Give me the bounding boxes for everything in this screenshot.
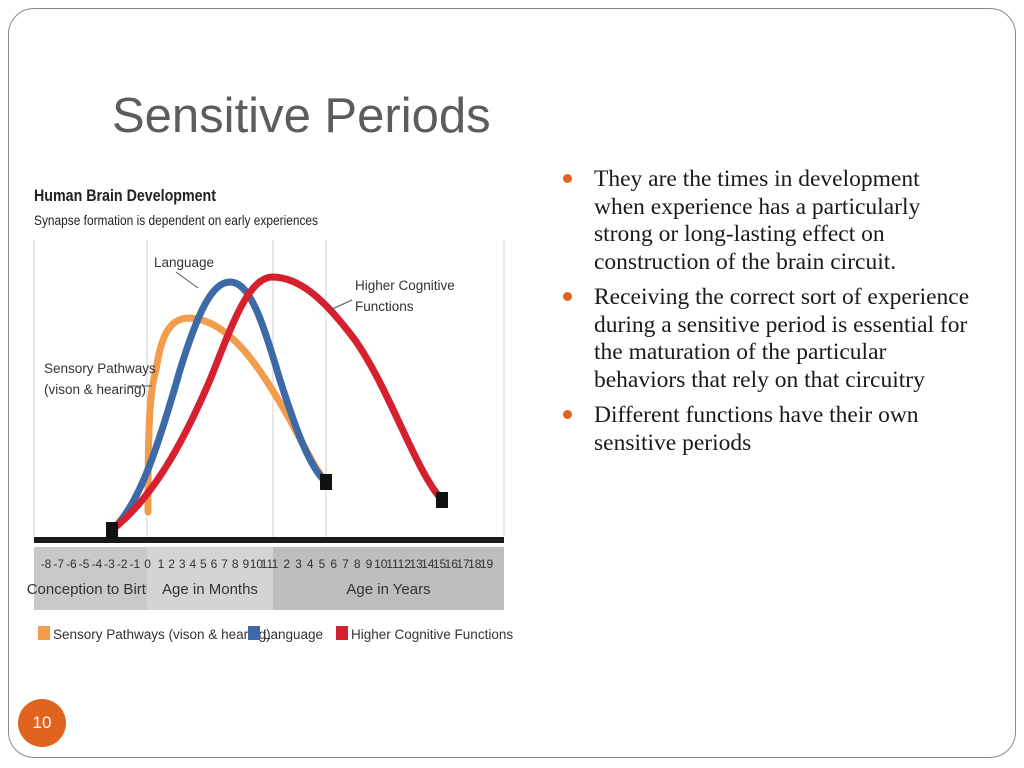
x-tick-label: -3 [104,557,115,571]
x-tick-label: -1 [130,557,141,571]
x-tick-label: -7 [53,557,64,571]
x-tick-label: 10 [374,557,388,571]
x-tick-label: 7 [342,557,349,571]
x-tick-label: 4 [189,557,196,571]
chart-series-labels: Sensory Pathways (vison & hearing) Languag… [44,255,455,397]
bullet-dot-icon [563,292,572,301]
slide-frame [8,8,1016,758]
series-label: (vison & hearing) [44,382,146,397]
x-tick-label: 9 [366,557,373,571]
x-tick-label: -4 [91,557,102,571]
x-tick-label: 9 [242,557,249,571]
axis-segment [147,547,273,610]
bullet-item: Receiving the correct sort of experience… [560,284,970,394]
bullet-dot-icon [563,410,572,419]
x-tick-label: -6 [66,557,77,571]
x-tick-label: 2 [283,557,290,571]
x-tick-label: 3 [179,557,186,571]
axis-segment-label: Age in Months [162,581,258,598]
chart-subtitle: Synapse formation is dependent on early … [34,212,318,228]
series-label: Sensory Pathways [44,361,156,376]
series-line [144,314,330,516]
x-tick-label: 6 [211,557,218,571]
x-tick-label: 8 [232,557,239,571]
bullet-item: Different functions have their own sensi… [560,402,970,457]
bullet-item: They are the times in development when e… [560,166,970,276]
x-tick-label: 13 [409,557,423,571]
chart-baseline [34,537,504,543]
series-endpoint-marker [106,522,118,538]
x-tick-label: 14 [421,557,435,571]
x-tick-label: 2 [168,557,175,571]
series-label: Higher Cognitive [355,278,455,293]
x-tick-label: 6 [330,557,337,571]
x-tick-label: 3 [295,557,302,571]
x-tick-label: -5 [79,557,90,571]
legend-label: Sensory Pathways (vison & hearing) [53,627,271,642]
legend-swatch [248,626,260,640]
page-number-badge: 10 [18,699,66,747]
chart-title: Human Brain Development [34,186,216,205]
x-tick-label: 17 [456,557,470,571]
bullet-text: They are the times in development when e… [594,166,921,275]
x-tick-label: -8 [41,557,52,571]
axis-segment-label: Age in Years [346,581,430,598]
axis-segment [34,547,147,610]
x-tick-label: 15 [433,557,447,571]
x-tick-label: 11 [386,557,399,571]
legend-label: Higher Cognitive Functions [351,627,513,642]
x-tick-label: 19 [480,557,494,571]
page-number: 10 [32,713,52,732]
x-tick-label: 11 [261,557,274,571]
x-tick-label: 7 [221,557,228,571]
x-tick-label: -2 [117,557,128,571]
x-tick-label: 1 [158,557,165,571]
x-tick-label: 1 [272,557,279,571]
bullet-text: Receiving the correct sort of experience… [594,284,970,393]
x-tick-label: 12 [398,557,412,571]
axis-segment-label: Conception to Birth [27,581,155,598]
x-tick-label: 10 [250,557,264,571]
x-tick-label: 5 [200,557,207,571]
x-tick-label: 18 [468,557,482,571]
series-endpoint-marker [436,492,448,508]
legend-swatch [336,626,348,640]
slide-title: Sensitive Periods [112,89,491,143]
x-tick-label: 8 [354,557,361,571]
legend-swatch [38,626,50,640]
bullet-list: They are the times in development when e… [560,166,970,465]
series-label: Language [154,255,214,270]
x-tick-label: 4 [307,557,314,571]
series-line [108,278,330,534]
series-label-leader [175,271,199,289]
bullet-dot-icon [563,174,572,183]
x-tick-label: 16 [445,557,459,571]
chart-legend: Sensory Pathways (vison & hearing)Langua… [38,626,513,642]
bullet-text: Different functions have their own sensi… [594,402,919,456]
legend-label: Language [263,627,323,642]
x-tick-label: 5 [319,557,326,571]
series-line [108,273,446,534]
chart-x-axis: Conception to Birth Age in Months Age in Y… [27,547,504,610]
x-tick-label: 0 [144,557,151,571]
series-endpoint-marker [320,474,332,490]
chart-series [106,273,448,538]
series-label: Functions [355,299,414,314]
axis-segment [273,547,504,610]
series-label-leader [329,299,353,311]
